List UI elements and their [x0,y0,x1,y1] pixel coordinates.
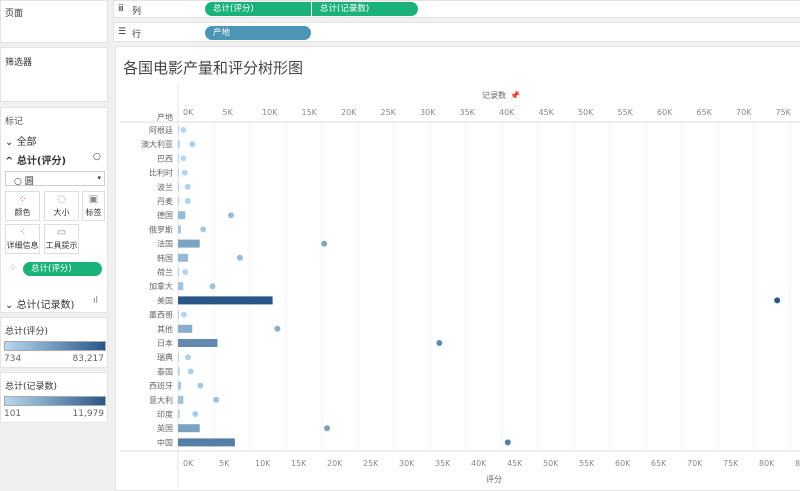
score-legend: 总计(评分) 734 83,217 [0,317,108,368]
rows-icon: ☰ [118,27,127,37]
marks-title: 标记 [5,117,24,127]
columns-shelf[interactable]: ⅲ 列 总计(评分) 总计(记录数) [113,0,800,18]
size-icon: ◌ [57,194,66,205]
origin-row-pill[interactable]: 产地 [205,26,311,40]
color-button[interactable]: ⁘ 颜色 [5,191,40,221]
columns-icon: ⅲ [118,4,124,14]
mark-type-value: 圆 [24,177,34,187]
color-label: 颜色 [14,208,31,217]
records-column-pill[interactable]: 总计(记录数) [312,2,418,16]
filters-card: 筛选器 [0,47,108,102]
pages-card: 页面 [0,0,108,43]
color-score-pill[interactable]: 总计(评分) [23,262,102,276]
all-label: 全部 [16,137,37,148]
marks-records-tab[interactable]: ⌄ 总计(记录数) [5,300,75,311]
score-legend-max: 83,217 [72,354,105,364]
score-card-label: 总计(评分) [16,156,67,167]
pages-title: 页面 [5,9,24,19]
score-legend-title: 总计(评分) [5,327,49,337]
label-icon: ▣ [88,194,99,205]
detail-button[interactable]: ⁖ 详细信息 [5,224,40,254]
records-legend-max: 11,979 [72,409,105,419]
chart-area: 各国电影产量和评分树形图 [115,46,800,491]
detail-label: 详细信息 [6,241,39,250]
marks-all[interactable]: ⌄ 全部 [5,137,37,148]
records-legend-title: 总计(记录数) [5,382,58,392]
mark-type-select[interactable]: ○ 圆 ▾ [5,171,105,187]
rows-label: 行 [132,30,142,40]
tooltip-icon: ▭ [56,227,67,238]
size-button[interactable]: ◌ 大小 [44,191,79,221]
bar-chart-icon: ıl [93,296,99,306]
tooltip-button[interactable]: ▭ 工具提示 [44,224,79,254]
detail-icon: ⁖ [19,227,26,238]
filters-title: 筛选器 [5,58,33,68]
score-gradient [4,341,106,351]
color-pill-icon: ⁘ [9,263,17,273]
records-legend: 总计(记录数) 101 11,979 [0,372,108,423]
marks-card: 标记 ⌄ 全部 ^ 总计(评分) ○ ○ 圆 ▾ ⁘ 颜色 ◌ 大小 ▣ 标签 ⁖ 详细信… [0,107,108,313]
label-label: 标签 [85,208,102,217]
chart-title: 各国电影产量和评分树形图 [123,59,304,77]
records-gradient [4,396,106,406]
score-legend-min: 734 [4,354,22,364]
records-legend-min: 101 [4,409,22,419]
score-column-pill[interactable]: 总计(评分) [205,2,311,16]
chevron-down-icon: ▾ [97,174,101,182]
circle-icon: ○ [93,152,101,162]
label-button[interactable]: ▣ 标签 [82,191,105,221]
size-label: 大小 [53,208,70,217]
color-icon: ⁘ [18,194,27,205]
marks-score-tab[interactable]: ^ 总计(评分) [5,156,67,167]
columns-label: 列 [132,7,142,17]
tooltip-label: 工具提示 [45,241,78,250]
records-card-label: 总计(记录数) [16,300,75,311]
rows-shelf[interactable]: ☰ 行 产地 [113,22,800,42]
